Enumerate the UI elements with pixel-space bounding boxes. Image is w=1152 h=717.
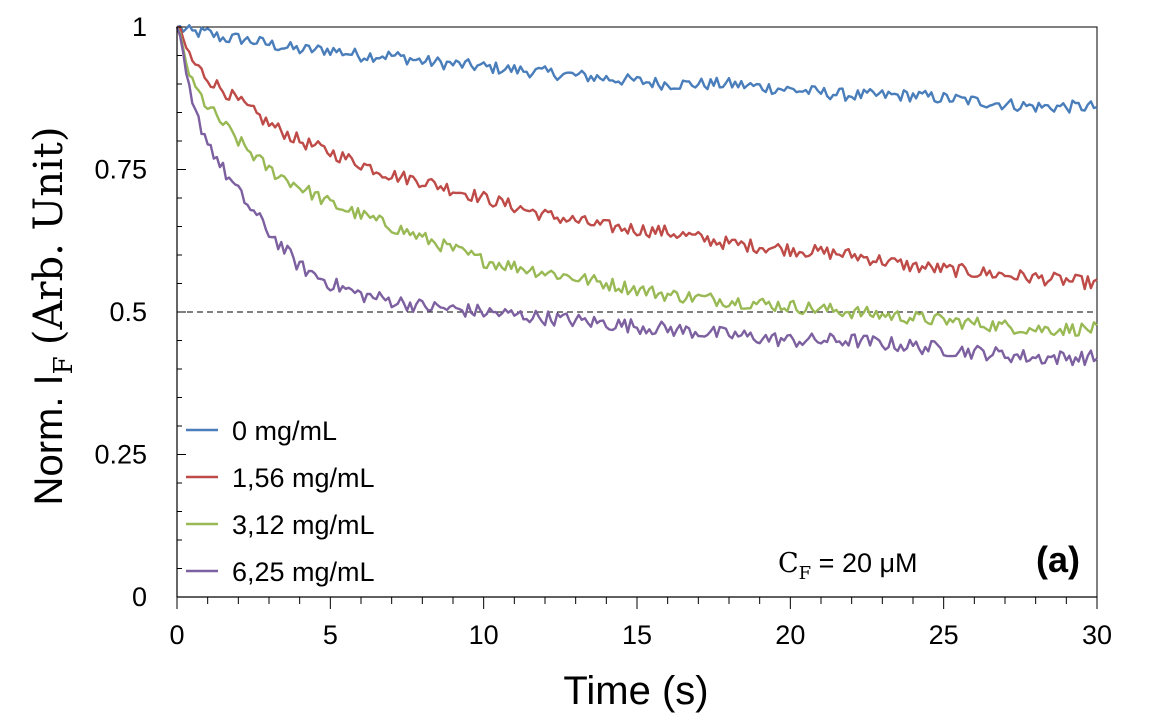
x-tick-label: 10 bbox=[469, 620, 499, 650]
series-line-0 bbox=[176, 24, 1098, 114]
svg-text:Norm. IF (Arb. Unit): Norm. IF (Arb. Unit) bbox=[26, 127, 79, 506]
conc-symbol: C bbox=[778, 548, 799, 579]
y-tick-label: 0.25 bbox=[94, 440, 147, 470]
legend-label-2: 3,12 mg/mL bbox=[232, 510, 375, 540]
panel-label: (a) bbox=[1036, 539, 1080, 580]
y-tick-label: 0.5 bbox=[109, 297, 147, 327]
series-lines bbox=[175, 24, 1098, 367]
y-tick-label: 0.75 bbox=[94, 155, 147, 185]
x-tick-label: 5 bbox=[323, 620, 338, 650]
series-line-1 bbox=[176, 25, 1098, 291]
x-tick-label: 20 bbox=[775, 620, 805, 650]
series-line-2 bbox=[175, 26, 1098, 337]
y-axis-title-unit: (Arb. Unit) bbox=[26, 127, 72, 346]
series-line-3 bbox=[175, 26, 1098, 367]
y-axis-title-subscript: F bbox=[49, 356, 79, 374]
legend-label-0: 0 mg/mL bbox=[232, 416, 337, 446]
y-axis-title: Norm. IF (Arb. Unit) bbox=[26, 127, 79, 506]
x-axis-title: Time (s) bbox=[563, 669, 708, 713]
x-tick-label: 25 bbox=[929, 620, 959, 650]
y-tick-label: 0 bbox=[132, 582, 147, 612]
conc-subscript: F bbox=[799, 563, 812, 584]
legend: 0 mg/mL 1,56 mg/mL 3,12 mg/mL 6,25 mg/mL bbox=[186, 416, 375, 587]
svg-text:CF = 20 μM: CF = 20 μM bbox=[778, 548, 918, 584]
x-tick-label: 15 bbox=[622, 620, 652, 650]
legend-label-1: 1,56 mg/mL bbox=[232, 463, 375, 493]
y-axis-title-main: Norm. I bbox=[27, 374, 71, 505]
concentration-annotation: CF = 20 μM bbox=[778, 548, 918, 584]
conc-value: = 20 μM bbox=[811, 548, 917, 578]
legend-label-3: 6,25 mg/mL bbox=[232, 557, 375, 587]
x-tick-label: 30 bbox=[1082, 620, 1112, 650]
x-tick-label: 0 bbox=[169, 620, 184, 650]
y-tick-label: 1 bbox=[132, 12, 147, 42]
